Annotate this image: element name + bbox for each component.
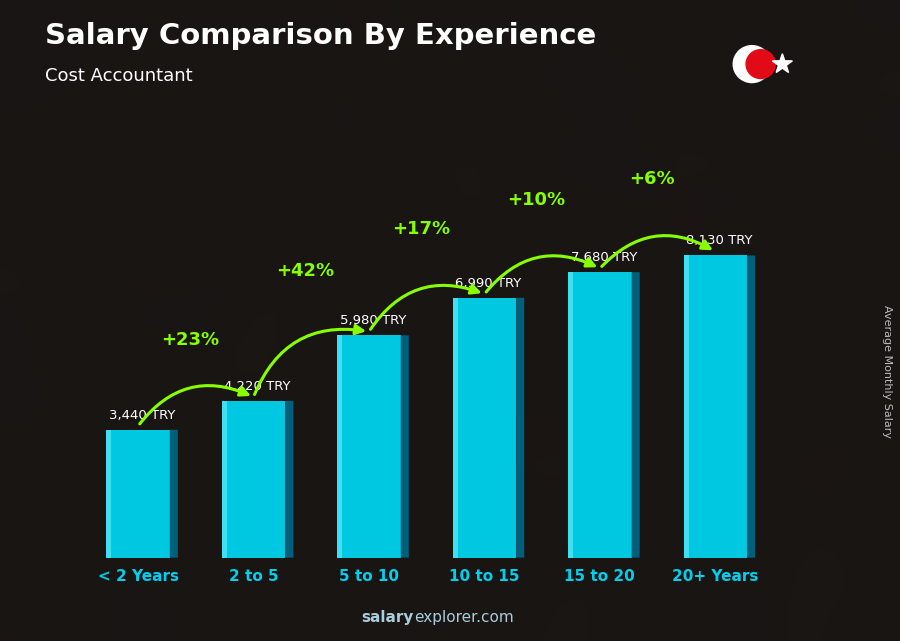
Text: +6%: +6% <box>629 171 675 188</box>
Text: Salary Comparison By Experience: Salary Comparison By Experience <box>45 22 596 51</box>
Text: explorer.com: explorer.com <box>414 610 514 625</box>
Text: Average Monthly Salary: Average Monthly Salary <box>881 305 892 438</box>
Bar <box>338 335 400 558</box>
Bar <box>106 429 170 558</box>
Text: 7,680 TRY: 7,680 TRY <box>571 251 637 264</box>
Polygon shape <box>772 54 792 72</box>
Bar <box>453 298 517 558</box>
Bar <box>221 401 227 558</box>
Bar <box>338 335 342 558</box>
Bar <box>684 255 688 558</box>
Polygon shape <box>747 255 755 558</box>
Bar <box>568 272 632 558</box>
Bar <box>221 401 285 558</box>
Text: +10%: +10% <box>508 191 565 209</box>
Text: salary: salary <box>362 610 414 625</box>
Text: 5,980 TRY: 5,980 TRY <box>340 314 406 327</box>
Text: 4,220 TRY: 4,220 TRY <box>224 379 291 392</box>
Polygon shape <box>400 335 409 558</box>
Polygon shape <box>632 272 640 558</box>
Circle shape <box>746 50 776 79</box>
Text: Cost Accountant: Cost Accountant <box>45 67 193 85</box>
Text: +17%: +17% <box>392 221 450 238</box>
Text: 3,440 TRY: 3,440 TRY <box>109 408 176 422</box>
Polygon shape <box>517 298 524 558</box>
Polygon shape <box>170 429 178 558</box>
Bar <box>453 298 458 558</box>
Polygon shape <box>285 401 293 558</box>
Text: +23%: +23% <box>161 331 219 349</box>
Bar <box>568 272 573 558</box>
Text: +42%: +42% <box>276 262 335 279</box>
Text: 8,130 TRY: 8,130 TRY <box>686 234 752 247</box>
Text: 6,990 TRY: 6,990 TRY <box>455 277 522 290</box>
Bar <box>684 255 747 558</box>
Bar <box>106 429 112 558</box>
Circle shape <box>734 46 770 83</box>
